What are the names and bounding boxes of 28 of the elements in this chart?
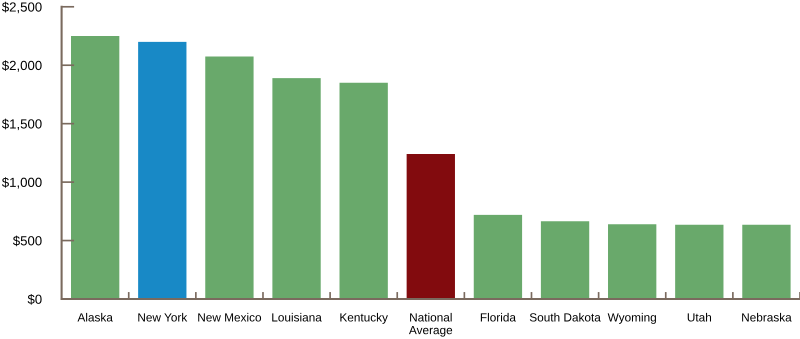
y-tick-label: $2,000: [2, 60, 42, 72]
x-tick-label: New York: [138, 312, 188, 322]
bar: [138, 42, 186, 299]
y-tick-label: $0: [28, 294, 42, 305]
bar: [406, 154, 455, 299]
bar: [340, 82, 388, 299]
x-tick-label: Nebraska: [742, 312, 792, 322]
bar: [272, 78, 321, 299]
x-tick-label: South Dakota: [530, 312, 601, 322]
y-tick-label: $1,500: [2, 118, 42, 130]
x-tick-label: Alaska: [77, 312, 113, 322]
bar: [608, 224, 656, 299]
x-tick-label: National Average: [408, 312, 452, 337]
y-tick-label: $1,000: [2, 177, 42, 189]
bar: [675, 224, 724, 299]
x-tick-label: New Mexico: [198, 312, 262, 322]
x-tick-label: Wyoming: [608, 312, 656, 324]
bar: [205, 56, 254, 299]
x-tick-label: Utah: [688, 312, 712, 322]
x-tick-label: Florida: [480, 312, 516, 322]
bar: [742, 224, 791, 299]
y-tick-label: $2,500: [2, 2, 42, 14]
bar: [540, 221, 590, 299]
bar: [71, 36, 120, 299]
x-tick-label: Louisiana: [272, 312, 322, 322]
x-tick-label: Kentucky: [340, 312, 388, 324]
bar: [474, 214, 522, 299]
y-tick-label: $500: [12, 236, 42, 246]
